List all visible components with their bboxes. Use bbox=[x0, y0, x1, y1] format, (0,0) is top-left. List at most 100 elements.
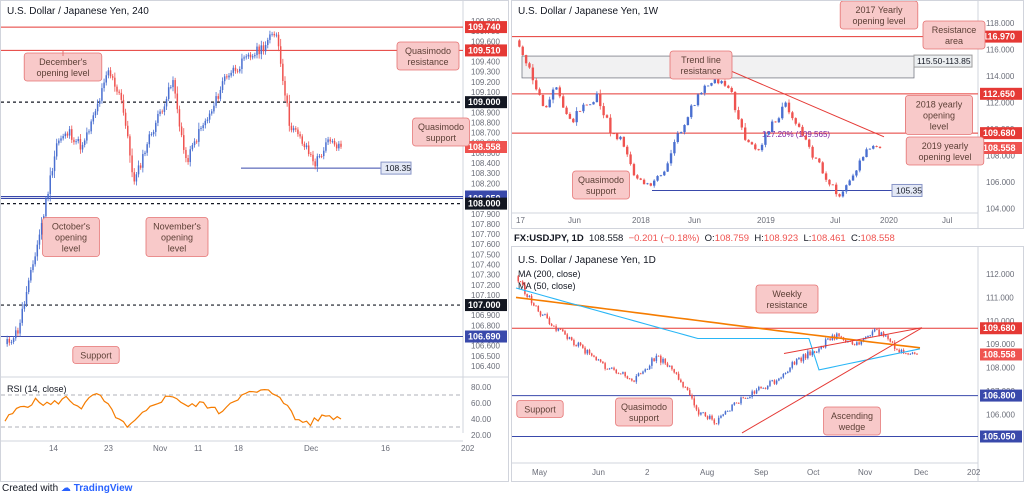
daily-candle-body bbox=[853, 344, 856, 346]
weekly-price-tick: 108.000 bbox=[986, 151, 1015, 160]
h4-candle-body bbox=[251, 56, 254, 58]
weekly-note-qm-line-1: support bbox=[586, 186, 617, 196]
daily-chart-panel[interactable]: U.S. Dollar / Japanese Yen, 1D MA (200, … bbox=[511, 246, 1024, 482]
daily-candle-body bbox=[740, 397, 742, 404]
h4-candle-body bbox=[327, 139, 329, 143]
h4-support-zone bbox=[1, 196, 463, 200]
daily-candle-body bbox=[688, 390, 691, 396]
h4-x-tick: 11 bbox=[194, 444, 203, 453]
weekly-candle-body bbox=[855, 170, 858, 176]
weekly-candle-body bbox=[521, 46, 524, 56]
weekly-candle-body bbox=[578, 111, 582, 112]
h4-level-tag-bg bbox=[465, 21, 507, 34]
daily-candle-body bbox=[720, 415, 722, 418]
h4-note-support-line-0: Support bbox=[80, 351, 112, 361]
daily-candle-body bbox=[517, 276, 520, 282]
daily-candle-body bbox=[662, 358, 664, 363]
h4-price-tick: 106.600 bbox=[471, 342, 500, 351]
daily-candle-body bbox=[666, 363, 669, 367]
daily-candle-body bbox=[795, 359, 798, 365]
daily-note-weekly-resistance-box bbox=[755, 284, 819, 314]
daily-change: −0.201 (−0.18%) bbox=[628, 233, 700, 244]
weekly-candle-body bbox=[588, 104, 592, 106]
daily-candle-body bbox=[615, 369, 618, 373]
daily-candle-body bbox=[724, 411, 727, 415]
weekly-candle-body bbox=[599, 93, 602, 107]
daily-candle-body bbox=[902, 349, 905, 354]
daily-candle-body bbox=[631, 378, 633, 381]
h4-level-tag: 108.35 bbox=[385, 163, 411, 173]
h4-x-tick: 23 bbox=[104, 444, 113, 453]
daily-candle-body bbox=[760, 386, 762, 389]
h4-candle-body bbox=[211, 111, 213, 114]
weekly-candle-body bbox=[821, 162, 824, 174]
daily-candle-body bbox=[873, 329, 876, 332]
daily-candle-body bbox=[521, 281, 524, 285]
weekly-note-2018-line-1: opening bbox=[923, 111, 955, 121]
daily-candle-body bbox=[916, 353, 918, 355]
daily-price-tick: 110.000 bbox=[986, 317, 1015, 326]
weekly-candle-body bbox=[541, 94, 545, 106]
daily-candle-body bbox=[891, 341, 894, 343]
daily-candle-body bbox=[815, 351, 818, 353]
h4-candle-body bbox=[178, 109, 181, 127]
h4-candle-body bbox=[258, 46, 260, 55]
daily-candle-body bbox=[907, 353, 909, 355]
h4-candle-body bbox=[323, 150, 325, 157]
h4-level-tag-bg bbox=[465, 44, 507, 57]
daily-candle-body bbox=[807, 351, 809, 359]
daily-candle-body bbox=[749, 396, 751, 398]
h4-candle-body bbox=[60, 138, 62, 141]
h4-candle-body bbox=[58, 140, 60, 144]
daily-candle-body bbox=[584, 347, 586, 354]
h4-candle-body bbox=[49, 175, 51, 194]
h4-candle-body bbox=[103, 82, 105, 89]
h4-level-tag: 106.690 bbox=[468, 332, 501, 342]
daily-candle-body bbox=[771, 380, 773, 382]
daily-candle-body bbox=[751, 391, 753, 397]
h4-price-tick: 108.200 bbox=[471, 179, 500, 188]
daily-wedge-lower bbox=[741, 327, 923, 434]
weekly-level-tag-bg bbox=[980, 127, 1022, 140]
h4-candle-body bbox=[320, 156, 323, 157]
weekly-note-2018-line-2: level bbox=[930, 122, 949, 132]
h4-candle-body bbox=[81, 144, 84, 150]
daily-candle-body bbox=[595, 356, 597, 361]
footer-brand[interactable]: TradingView bbox=[73, 483, 133, 494]
h4-candle-body bbox=[331, 140, 334, 142]
daily-candle-body bbox=[599, 359, 602, 362]
weekly-candle-body bbox=[858, 160, 861, 171]
weekly-candle-body bbox=[767, 132, 770, 135]
h4-chart-panel[interactable]: U.S. Dollar / Japanese Yen, 240 109.8001… bbox=[0, 0, 509, 482]
weekly-candle-body bbox=[568, 114, 572, 119]
daily-candle-body bbox=[524, 284, 526, 295]
h4-candle-body bbox=[73, 139, 75, 143]
daily-candle-body bbox=[869, 335, 871, 337]
weekly-candle-body bbox=[838, 194, 841, 197]
h4-candle-body bbox=[53, 156, 56, 172]
daily-level-tag: 109.680 bbox=[983, 323, 1016, 333]
daily-candle-body bbox=[546, 314, 548, 319]
h4-note-november-line-1: opening bbox=[161, 233, 193, 243]
h4-candle-body bbox=[333, 140, 336, 145]
weekly-candle-body bbox=[585, 104, 588, 106]
h4-candle-body bbox=[142, 154, 144, 168]
daily-note-weekly-resistance-line-1: resistance bbox=[766, 300, 807, 310]
daily-symbol: FX:USDJPY, 1D bbox=[514, 233, 584, 244]
weekly-candle-body bbox=[572, 118, 575, 123]
h4-candle-body bbox=[267, 39, 269, 46]
weekly-chart-panel[interactable]: U.S. Dollar / Japanese Yen, 1W 118.000 11… bbox=[511, 0, 1024, 229]
weekly-level-tag: 116.970 bbox=[983, 32, 1015, 42]
daily-level-tag-bg bbox=[980, 322, 1022, 335]
h4-candle-body bbox=[260, 45, 263, 55]
h4-x-tick: 202 bbox=[461, 444, 475, 453]
h4-x-tick: 14 bbox=[49, 444, 58, 453]
h4-candle-body bbox=[124, 112, 127, 126]
weekly-candle-body bbox=[683, 125, 686, 133]
h4-x-tick: Nov bbox=[153, 444, 167, 453]
daily-candle-body bbox=[867, 335, 869, 338]
h4-note-october-line-2: level bbox=[62, 244, 81, 254]
weekly-price-tick: 104.000 bbox=[986, 204, 1015, 213]
weekly-note-trendline-box bbox=[669, 50, 733, 80]
h4-candle-body bbox=[64, 133, 67, 137]
